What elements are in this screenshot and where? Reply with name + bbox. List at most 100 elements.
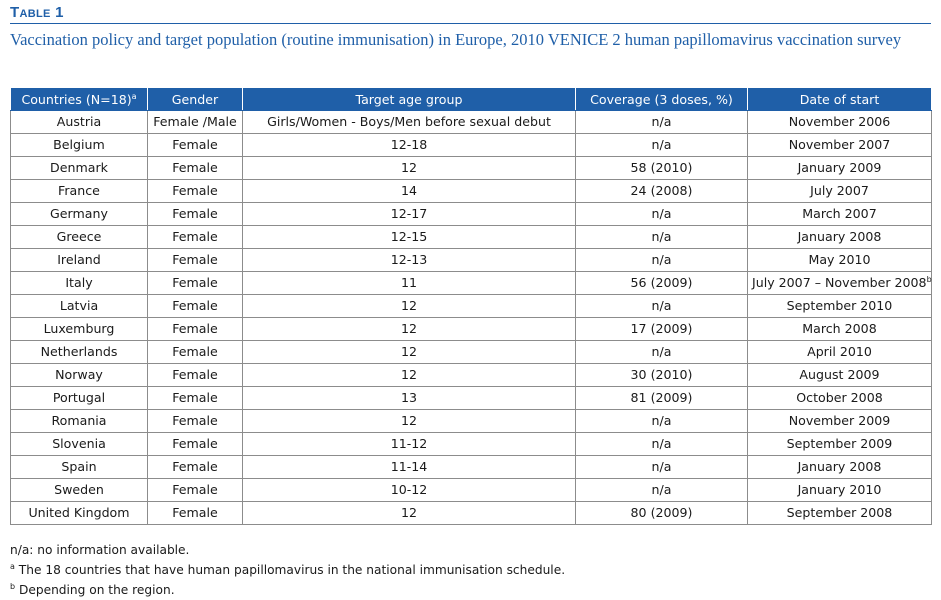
cell-target-age: 11 — [242, 271, 576, 295]
table-row: Portugal Female 13 81 (2009) October 2008 — [10, 386, 932, 410]
cell-date-of-start: September 2008 — [747, 501, 932, 525]
cell-coverage: n/a — [575, 133, 748, 157]
cell-date-of-start: November 2007 — [747, 133, 932, 157]
column-header-target-age: Target age group — [242, 87, 576, 111]
cell-date-of-start: March 2007 — [747, 202, 932, 226]
table-row: Ireland Female 12-13 n/a May 2010 — [10, 248, 932, 272]
cell-target-age: 12 — [242, 363, 576, 387]
cell-target-age: 12-17 — [242, 202, 576, 226]
cell-gender: Female — [147, 248, 243, 272]
cell-country: Belgium — [10, 133, 148, 157]
table-row: Luxemburg Female 12 17 (2009) March 2008 — [10, 317, 932, 341]
cell-country: United Kingdom — [10, 501, 148, 525]
table-title: Vaccination policy and target population… — [10, 30, 902, 49]
cell-country: Latvia — [10, 294, 148, 318]
cell-gender: Female — [147, 317, 243, 341]
cell-coverage: 24 (2008) — [575, 179, 748, 203]
table-row: Germany Female 12-17 n/a March 2007 — [10, 202, 932, 226]
table-row: Austria Female /Male Girls/Women - Boys/Me… — [10, 110, 932, 134]
footnote: a The 18 countries that have human papil… — [10, 561, 566, 577]
footnotes: n/a: no information available. a The 18 … — [10, 540, 565, 600]
cell-date-of-start: September 2010 — [747, 294, 932, 318]
cell-target-age: 12 — [242, 501, 576, 525]
column-header-countries: Countries (N=18)a — [10, 87, 148, 111]
vaccination-table: Countries (N=18)a Gender Target age grou… — [10, 87, 932, 525]
cell-date-of-start: November 2009 — [747, 409, 932, 433]
cell-gender: Female — [147, 386, 243, 410]
footnote: n/a: no information available. — [10, 543, 190, 557]
cell-coverage: n/a — [575, 202, 748, 226]
cell-target-age: 11-14 — [242, 455, 576, 479]
table-row: United Kingdom Female 12 80 (2009) September… — [10, 501, 932, 525]
cell-country: Spain — [10, 455, 148, 479]
cell-date-of-start: April 2010 — [747, 340, 932, 364]
footnote: b Depending on the region. — [10, 581, 175, 597]
cell-date-of-start: August 2009 — [747, 363, 932, 387]
cell-coverage: n/a — [575, 225, 748, 249]
cell-coverage: n/a — [575, 294, 748, 318]
cell-gender: Female — [147, 133, 243, 157]
table-row: Norway Female 12 30 (2010) August 2009 — [10, 363, 932, 387]
cell-target-age: 11-12 — [242, 432, 576, 456]
cell-country: Italy — [10, 271, 148, 295]
table-row: Romania Female 12 n/a November 2009 — [10, 409, 932, 433]
cell-country: Romania — [10, 409, 148, 433]
cell-gender: Female — [147, 294, 243, 318]
table-row: Netherlands Female 12 n/a April 2010 — [10, 340, 932, 364]
cell-target-age: 12 — [242, 317, 576, 341]
cell-country: Ireland — [10, 248, 148, 272]
table-row: Italy Female 11 56 (2009) July 2007 – Novemb… — [10, 271, 932, 295]
cell-date-of-start: January 2008 — [747, 225, 932, 249]
cell-coverage: n/a — [575, 409, 748, 433]
cell-coverage: n/a — [575, 248, 748, 272]
cell-coverage: n/a — [575, 110, 748, 134]
table-row: Sweden Female 10-12 n/a January 2010 — [10, 478, 932, 502]
cell-gender: Female — [147, 455, 243, 479]
table-row: France Female 14 24 (2008) July 2007 — [10, 179, 932, 203]
table-label: Table 1 — [10, 4, 64, 21]
cell-date-of-start: July 2007 — [747, 179, 932, 203]
cell-country: Germany — [10, 202, 148, 226]
cell-gender: Female — [147, 478, 243, 502]
cell-gender: Female — [147, 340, 243, 364]
cell-coverage: n/a — [575, 478, 748, 502]
table-row: Greece Female 12-15 n/a January 2008 — [10, 225, 932, 249]
column-header-date-of-start: Date of start — [747, 87, 932, 111]
column-header-coverage: Coverage (3 doses, %) — [575, 87, 748, 111]
title-divider — [10, 23, 931, 24]
table-row: Slovenia Female 11-12 n/a September 2009 — [10, 432, 932, 456]
cell-country: Greece — [10, 225, 148, 249]
cell-country: Netherlands — [10, 340, 148, 364]
cell-target-age: 13 — [242, 386, 576, 410]
cell-country: Norway — [10, 363, 148, 387]
table-header-row: Countries (N=18)a Gender Target age grou… — [10, 87, 932, 111]
cell-target-age: Girls/Women - Boys/Men before sexual deb… — [242, 110, 576, 134]
cell-date-of-start: March 2008 — [747, 317, 932, 341]
cell-target-age: 12-13 — [242, 248, 576, 272]
cell-gender: Female — [147, 501, 243, 525]
cell-gender: Female — [147, 179, 243, 203]
cell-gender: Female — [147, 432, 243, 456]
cell-gender: Female — [147, 156, 243, 180]
cell-target-age: 12 — [242, 340, 576, 364]
cell-date-of-start: September 2009 — [747, 432, 932, 456]
cell-date-of-start: January 2008 — [747, 455, 932, 479]
cell-date-of-start: November 2006 — [747, 110, 932, 134]
cell-gender: Female — [147, 271, 243, 295]
cell-target-age: 12 — [242, 409, 576, 433]
column-header-gender: Gender — [147, 87, 243, 111]
cell-gender: Female — [147, 202, 243, 226]
cell-coverage: 58 (2010) — [575, 156, 748, 180]
cell-gender: Female — [147, 225, 243, 249]
cell-coverage: 80 (2009) — [575, 501, 748, 525]
cell-coverage: 56 (2009) — [575, 271, 748, 295]
cell-coverage: 17 (2009) — [575, 317, 748, 341]
cell-date-of-start: May 2010 — [747, 248, 932, 272]
cell-country: Denmark — [10, 156, 148, 180]
cell-country: Slovenia — [10, 432, 148, 456]
cell-gender: Female /Male — [147, 110, 243, 134]
cell-country: France — [10, 179, 148, 203]
cell-country: Sweden — [10, 478, 148, 502]
cell-coverage: 30 (2010) — [575, 363, 748, 387]
cell-country: Luxemburg — [10, 317, 148, 341]
